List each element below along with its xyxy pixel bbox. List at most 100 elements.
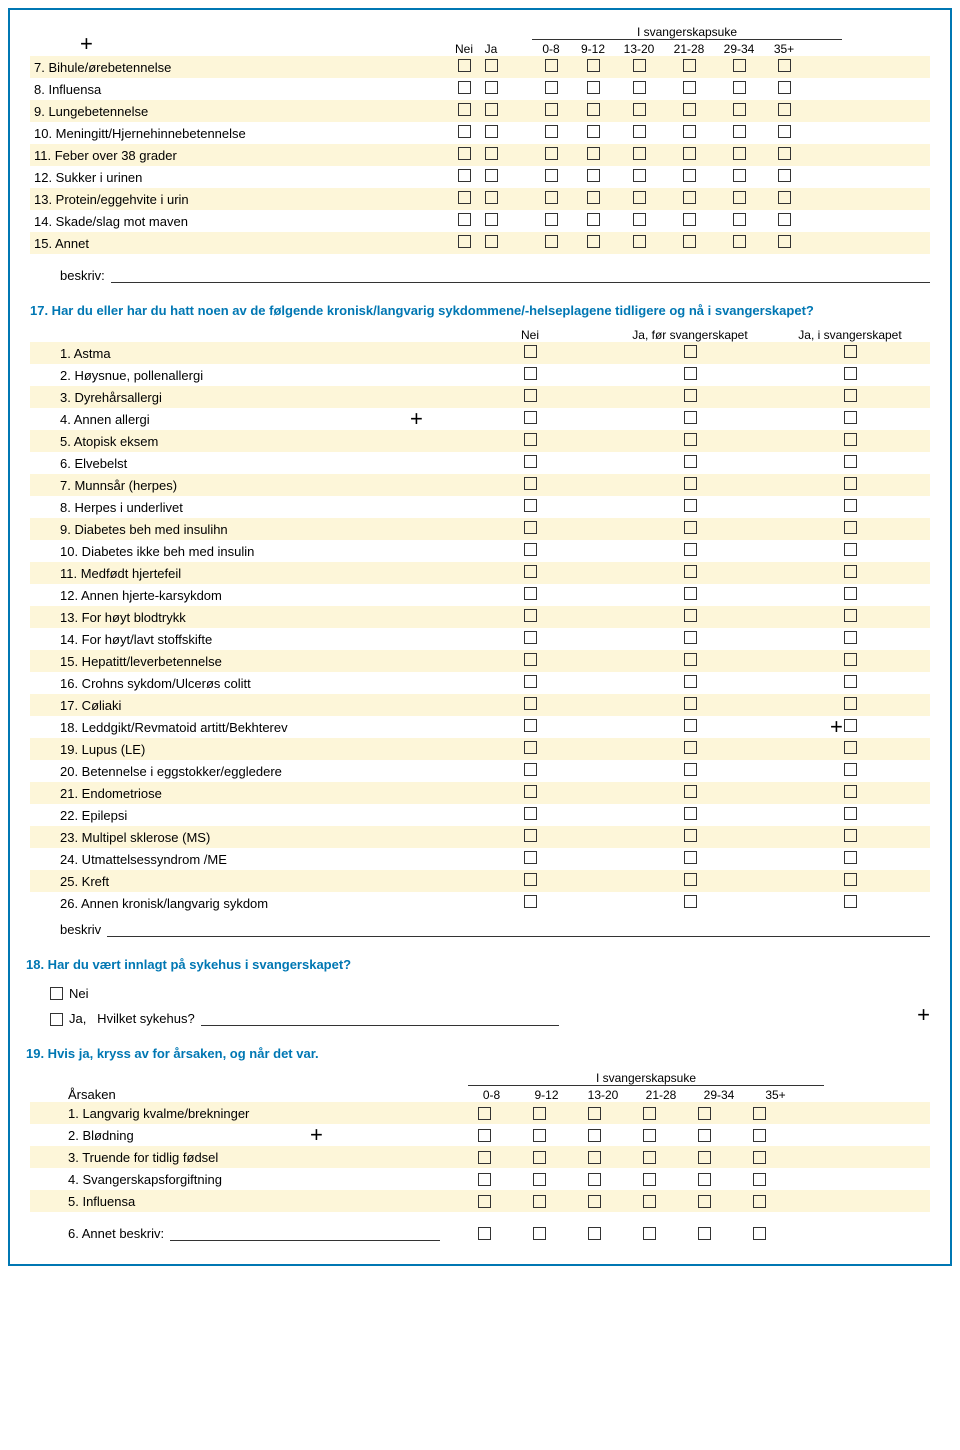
checkbox[interactable]: [753, 1151, 766, 1164]
checkbox[interactable]: [458, 103, 471, 116]
checkbox[interactable]: [684, 653, 697, 666]
checkbox[interactable]: [844, 895, 857, 908]
checkbox[interactable]: [684, 411, 697, 424]
checkbox[interactable]: [545, 235, 558, 248]
checkbox[interactable]: [524, 543, 537, 556]
describe-input-line[interactable]: [111, 269, 930, 283]
checkbox[interactable]: [844, 543, 857, 556]
checkbox[interactable]: [458, 169, 471, 182]
checkbox[interactable]: [684, 631, 697, 644]
checkbox[interactable]: [684, 367, 697, 380]
checkbox[interactable]: [778, 191, 791, 204]
hospital-input-line[interactable]: [201, 1012, 559, 1026]
checkbox[interactable]: [733, 235, 746, 248]
checkbox[interactable]: [587, 103, 600, 116]
checkbox[interactable]: [545, 191, 558, 204]
annet-input-line[interactable]: [170, 1227, 440, 1241]
q18-ja-checkbox[interactable]: [50, 1013, 63, 1026]
checkbox[interactable]: [844, 675, 857, 688]
checkbox[interactable]: [587, 169, 600, 182]
checkbox[interactable]: [844, 785, 857, 798]
checkbox[interactable]: [478, 1129, 491, 1142]
checkbox[interactable]: [524, 433, 537, 446]
checkbox[interactable]: [643, 1195, 656, 1208]
checkbox[interactable]: [683, 103, 696, 116]
checkbox[interactable]: [778, 147, 791, 160]
checkbox[interactable]: [524, 565, 537, 578]
checkbox[interactable]: [844, 565, 857, 578]
checkbox[interactable]: [733, 81, 746, 94]
checkbox[interactable]: [844, 631, 857, 644]
checkbox[interactable]: [698, 1151, 711, 1164]
checkbox[interactable]: [485, 235, 498, 248]
checkbox[interactable]: [733, 103, 746, 116]
checkbox[interactable]: [684, 433, 697, 446]
checkbox[interactable]: [683, 147, 696, 160]
checkbox[interactable]: [588, 1173, 601, 1186]
checkbox[interactable]: [524, 873, 537, 886]
checkbox[interactable]: [844, 851, 857, 864]
checkbox[interactable]: [684, 785, 697, 798]
checkbox[interactable]: [753, 1227, 766, 1240]
checkbox[interactable]: [524, 367, 537, 380]
checkbox[interactable]: [588, 1129, 601, 1142]
checkbox[interactable]: [458, 125, 471, 138]
checkbox[interactable]: [485, 81, 498, 94]
checkbox[interactable]: [698, 1195, 711, 1208]
checkbox[interactable]: [633, 59, 646, 72]
checkbox[interactable]: [524, 653, 537, 666]
checkbox[interactable]: [533, 1129, 546, 1142]
checkbox[interactable]: [844, 873, 857, 886]
checkbox[interactable]: [524, 719, 537, 732]
checkbox[interactable]: [844, 345, 857, 358]
checkbox[interactable]: [524, 411, 537, 424]
checkbox[interactable]: [844, 719, 857, 732]
checkbox[interactable]: [684, 455, 697, 468]
checkbox[interactable]: [633, 235, 646, 248]
checkbox[interactable]: [733, 59, 746, 72]
checkbox[interactable]: [524, 851, 537, 864]
checkbox[interactable]: [633, 147, 646, 160]
checkbox[interactable]: [643, 1227, 656, 1240]
checkbox[interactable]: [587, 81, 600, 94]
checkbox[interactable]: [643, 1151, 656, 1164]
checkbox[interactable]: [458, 81, 471, 94]
checkbox[interactable]: [684, 389, 697, 402]
checkbox[interactable]: [633, 169, 646, 182]
checkbox[interactable]: [844, 609, 857, 622]
q18-nei-checkbox[interactable]: [50, 987, 63, 1000]
checkbox[interactable]: [587, 191, 600, 204]
checkbox[interactable]: [478, 1195, 491, 1208]
checkbox[interactable]: [524, 829, 537, 842]
checkbox[interactable]: [684, 345, 697, 358]
checkbox[interactable]: [683, 59, 696, 72]
checkbox[interactable]: [588, 1151, 601, 1164]
checkbox[interactable]: [524, 345, 537, 358]
checkbox[interactable]: [587, 59, 600, 72]
checkbox[interactable]: [698, 1173, 711, 1186]
checkbox[interactable]: [478, 1151, 491, 1164]
checkbox[interactable]: [683, 125, 696, 138]
checkbox[interactable]: [844, 763, 857, 776]
checkbox[interactable]: [684, 675, 697, 688]
checkbox[interactable]: [533, 1173, 546, 1186]
checkbox[interactable]: [458, 59, 471, 72]
checkbox[interactable]: [844, 653, 857, 666]
checkbox[interactable]: [458, 235, 471, 248]
checkbox[interactable]: [588, 1195, 601, 1208]
checkbox[interactable]: [587, 213, 600, 226]
checkbox[interactable]: [485, 59, 498, 72]
checkbox[interactable]: [524, 609, 537, 622]
checkbox[interactable]: [633, 81, 646, 94]
checkbox[interactable]: [733, 213, 746, 226]
describe-input-line[interactable]: [107, 923, 930, 937]
checkbox[interactable]: [485, 125, 498, 138]
checkbox[interactable]: [698, 1129, 711, 1142]
checkbox[interactable]: [683, 81, 696, 94]
checkbox[interactable]: [684, 851, 697, 864]
checkbox[interactable]: [683, 191, 696, 204]
checkbox[interactable]: [485, 147, 498, 160]
checkbox[interactable]: [524, 763, 537, 776]
checkbox[interactable]: [458, 213, 471, 226]
checkbox[interactable]: [478, 1173, 491, 1186]
